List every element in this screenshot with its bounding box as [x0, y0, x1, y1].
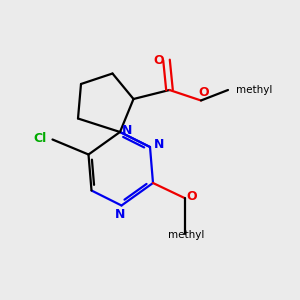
Text: N: N: [154, 137, 164, 151]
Text: Cl: Cl: [33, 131, 46, 145]
Text: methyl: methyl: [168, 230, 204, 241]
Text: O: O: [187, 190, 197, 203]
Text: O: O: [154, 53, 164, 67]
Text: N: N: [122, 124, 133, 137]
Text: O: O: [199, 86, 209, 100]
Text: N: N: [115, 208, 125, 221]
Text: methyl: methyl: [236, 85, 273, 95]
